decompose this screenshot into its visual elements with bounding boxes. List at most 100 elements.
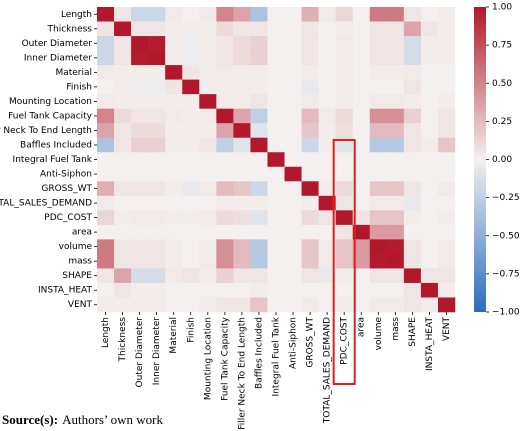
heatmap-cell (165, 297, 183, 313)
heatmap-cell (318, 297, 336, 313)
heatmap-cell (250, 137, 268, 153)
heatmap-cell (267, 152, 285, 168)
heatmap-cell (352, 50, 371, 66)
heatmap-cell (369, 79, 388, 95)
heatmap-cell (420, 108, 439, 124)
x-tick-label: Integral Fuel Tank (272, 316, 282, 396)
heatmap-cell (199, 195, 217, 211)
heatmap-cell (182, 137, 200, 153)
heatmap-cell (352, 181, 371, 197)
heatmap-cell (131, 65, 149, 80)
heatmap-cell (420, 137, 439, 153)
x-tick-label: Mounting Location (203, 317, 213, 400)
heatmap-cell (301, 282, 319, 298)
heatmap-cell (199, 7, 217, 22)
heatmap-cell (250, 108, 268, 124)
heatmap-cell (216, 65, 234, 80)
heatmap-cell (335, 224, 354, 240)
heatmap-cell (318, 36, 336, 51)
x-tick-label: PDC_COST (340, 317, 350, 365)
heatmap-cell (250, 297, 268, 313)
heatmap-cell (318, 50, 336, 66)
heatmap-cell (318, 94, 336, 109)
heatmap-cell (233, 137, 251, 153)
y-tick-label: TOTAL_SALES_DEMAND (0, 199, 92, 209)
heatmap-cell (369, 239, 388, 255)
heatmap-cell (199, 239, 217, 255)
colorbar-tick-label: 0.50 (492, 79, 512, 89)
heatmap-cell (250, 21, 268, 37)
heatmap-cell (369, 152, 388, 168)
heatmap-cell (301, 79, 319, 95)
heatmap-cell (131, 166, 149, 182)
heatmap-cell (301, 94, 319, 109)
x-tick-label: Outer Diameter (135, 317, 145, 388)
heatmap-cell (233, 94, 251, 109)
heatmap-cell (97, 268, 115, 284)
heatmap-cell (301, 152, 319, 168)
heatmap-cell (182, 253, 200, 269)
heatmap-cell (165, 7, 183, 22)
heatmap-cell (148, 181, 166, 197)
heatmap-cell (352, 152, 371, 168)
heatmap-cell (369, 123, 388, 139)
heatmap-cell (131, 36, 149, 51)
y-tick-label: PDC_COST (44, 213, 92, 223)
heatmap-cell (437, 137, 456, 153)
heatmap-cell (233, 21, 251, 37)
y-tick-label: Length (61, 10, 92, 20)
heatmap-cell (437, 79, 456, 95)
heatmap-cell (148, 65, 166, 80)
heatmap-cell (318, 224, 336, 240)
heatmap-cell (182, 152, 200, 168)
heatmap-cell (369, 282, 388, 298)
heatmap-cell (199, 94, 217, 109)
heatmap-cell (199, 137, 217, 153)
heatmap-cell (437, 166, 456, 182)
colorbar-tick-label: 1.00 (492, 3, 512, 13)
heatmap-cell (335, 181, 354, 197)
heatmap-cell (403, 152, 422, 168)
heatmap-cell (131, 268, 149, 284)
heatmap-cell (318, 137, 336, 153)
heatmap-cell (216, 297, 234, 313)
y-tick-label: Fuel Tank Capacity (8, 111, 93, 121)
heatmap-cell (284, 137, 302, 153)
heatmap-cell (182, 94, 200, 109)
heatmap-cell (233, 239, 251, 255)
heatmap-cell (352, 195, 371, 211)
colorbar (474, 7, 486, 312)
heatmap-cell (352, 36, 371, 51)
heatmap-cell (335, 137, 354, 153)
heatmap-cell (267, 79, 285, 95)
heatmap-cell (114, 268, 132, 284)
heatmap-cell (250, 282, 268, 298)
heatmap-cell (335, 7, 354, 22)
heatmap-cell (301, 108, 319, 124)
heatmap-cell (284, 268, 302, 284)
heatmap-cell (165, 108, 183, 124)
heatmap-cell (131, 253, 149, 269)
heatmap-cell (403, 253, 422, 269)
heatmap-cell (318, 152, 336, 168)
y-tick-label: volume (59, 242, 93, 252)
y-tick-label: Thickness (47, 24, 93, 34)
heatmap-cell (437, 108, 456, 124)
heatmap-cell (284, 224, 302, 240)
heatmap-cell (386, 50, 405, 66)
heatmap-cell (403, 65, 422, 80)
heatmap-cell (301, 65, 319, 80)
heatmap-cell (165, 210, 183, 226)
heatmap-cell (216, 224, 234, 240)
heatmap-cell (199, 210, 217, 226)
heatmap-cell (352, 253, 371, 269)
y-tick-label: Baffles Included (20, 140, 92, 150)
heatmap-cell (250, 94, 268, 109)
y-tick-label: area (72, 228, 92, 238)
x-tick-label: Thickness (118, 317, 128, 363)
heatmap-cell (284, 239, 302, 255)
heatmap-cell (97, 137, 115, 153)
heatmap-cell (114, 7, 132, 22)
heatmap-cell (420, 181, 439, 197)
heatmap-cell (335, 282, 354, 298)
